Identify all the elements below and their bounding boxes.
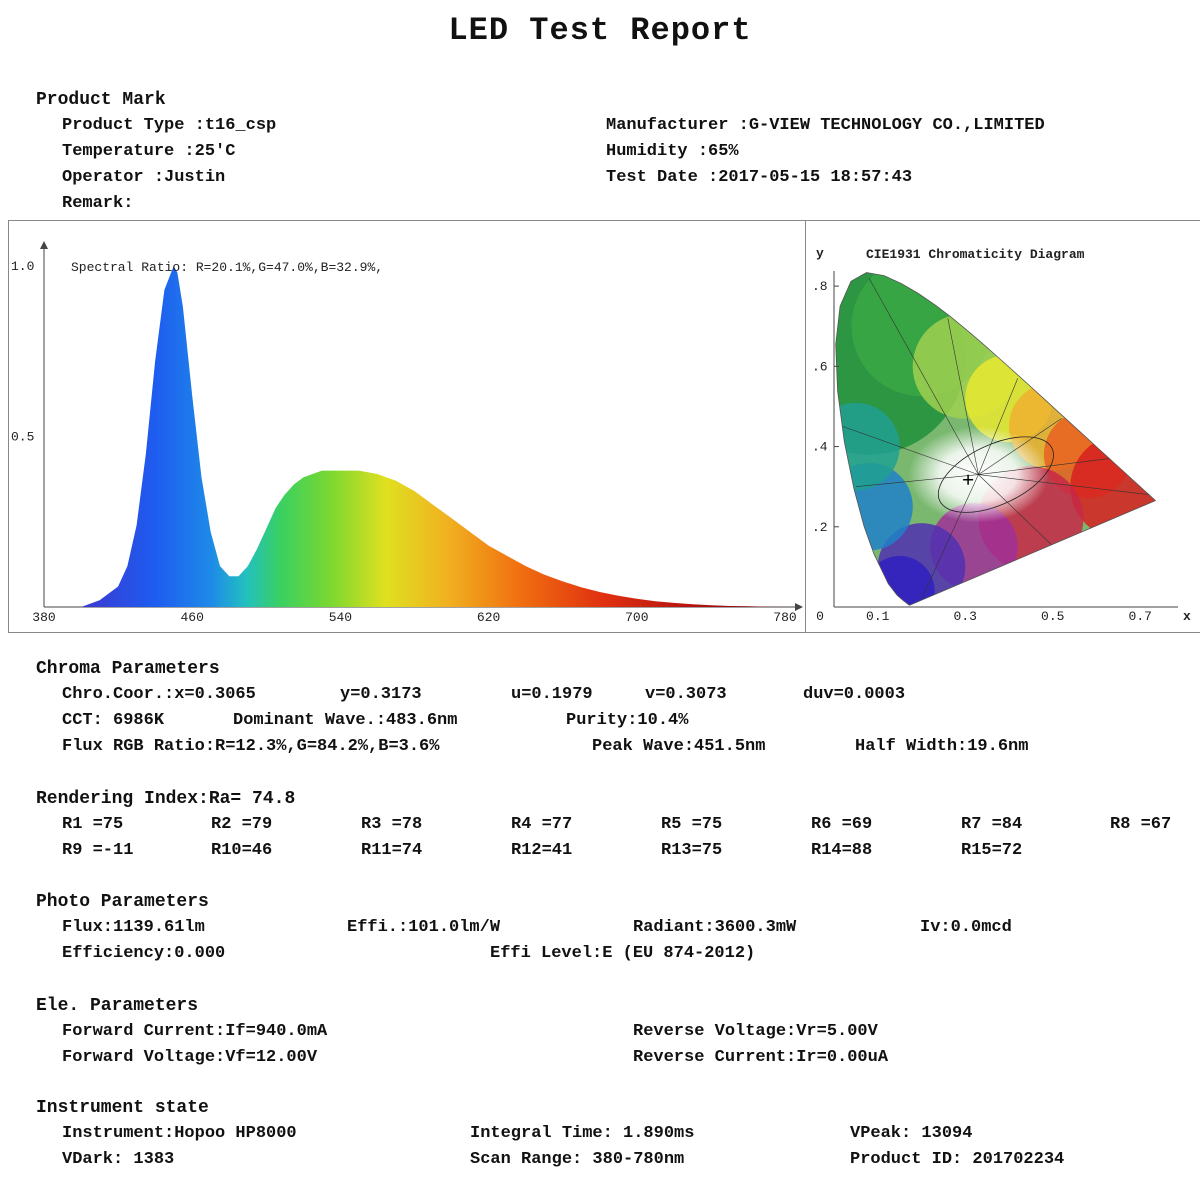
ele-reverse-voltage: Reverse Voltage:Vr=5.00V: [633, 1022, 878, 1041]
cie-region-boundary: [868, 277, 979, 475]
r12: R12=41: [511, 841, 573, 860]
manufacturer: Manufacturer :G-VIEW TECHNOLOGY CO.,LIMI…: [606, 116, 1045, 135]
spectrum-area: [44, 266, 785, 607]
photo-iv: Iv:0.0mcd: [920, 918, 1012, 937]
cie-blackbody-locus: [937, 436, 1054, 513]
cie-region-boundary: [947, 318, 979, 475]
photo-flux: Flux:1139.61lm: [62, 918, 205, 937]
cie-color-region: [835, 402, 900, 491]
ele-forward-voltage: Forward Voltage:Vf=12.00V: [62, 1048, 318, 1067]
cie-x-axis-label: x: [1183, 609, 1191, 624]
r14: R14=88: [811, 841, 873, 860]
instrument-vdark: VDark: 1383: [62, 1150, 175, 1169]
x-axis-arrow: [795, 603, 803, 611]
r11: R11=74: [361, 841, 423, 860]
r15: R15=72: [961, 841, 1023, 860]
cie-x-tick: 0.1: [866, 609, 890, 624]
photo-radiant: Radiant:3600.3mW: [633, 918, 797, 937]
r3: R3 =78: [361, 815, 423, 834]
r2: R2 =79: [211, 815, 273, 834]
chroma-peak-wave: Peak Wave:451.5nm: [592, 737, 766, 756]
chroma-purity: Purity:10.4%: [566, 711, 689, 730]
chroma-dominant-wave: Dominant Wave.:483.6nm: [233, 711, 458, 730]
report-title: LED Test Report: [448, 12, 752, 49]
spectrum-chart: 380 460 540 620 700 780 1.0 0.5 Spectral Ratio:…: [8, 220, 806, 633]
chroma-duv: duv=0.0003: [803, 685, 906, 704]
chroma-coor-x: Chro.Coor.:x=0.3065: [62, 685, 256, 704]
spectrum-y-tick: 1.0: [11, 259, 34, 274]
chroma-half-width: Half Width:19.6nm: [855, 737, 1029, 756]
cie-region-boundary: [921, 474, 979, 600]
instrument-vpeak: VPeak: 13094: [850, 1124, 973, 1143]
r9: R9 =-11: [62, 841, 134, 860]
instrument-product-id: Product ID: 201702234: [850, 1150, 1065, 1169]
cie-region-boundary: [978, 418, 1062, 475]
y-axis-arrow: [40, 241, 48, 249]
chroma-flux-rgb: Flux RGB Ratio:R=12.3%,G=84.2%,B=3.6%: [62, 737, 440, 756]
photo-heading: Photo Parameters: [36, 892, 209, 912]
photo-efficiency: Efficiency:0.000: [62, 944, 226, 963]
spectrum-x-tick: 380: [32, 610, 55, 625]
spectrum-x-tick: 540: [329, 610, 352, 625]
cie-spectral-locus: [835, 272, 1157, 606]
instrument-heading: Instrument state: [36, 1098, 209, 1118]
photo-effi-level: Effi Level:E (EU 874-2012): [490, 944, 756, 963]
test-date: Test Date :2017-05-15 18:57:43: [606, 168, 913, 187]
cie-svg: y CIE1931 Chromaticity Diagram x 0 0.1 0.3…: [812, 246, 1191, 624]
cie-region-boundary: [978, 474, 1150, 495]
cie-y-tick: .4: [812, 440, 828, 455]
cie-region-boundary: [978, 458, 1110, 475]
chroma-u: u=0.1979: [511, 685, 593, 704]
instrument-name: Instrument:Hopoo HP8000: [62, 1124, 297, 1143]
r6: R6 =69: [811, 815, 873, 834]
photo-effi: Effi.:101.0lm/W: [347, 918, 501, 937]
spectral-ratio-label: Spectral Ratio: R=20.1%,G=47.0%,B=32.9%,: [71, 260, 383, 275]
chroma-heading: Chroma Parameters: [36, 659, 220, 679]
spectrum-y-tick: 0.5: [11, 430, 34, 445]
instrument-scan-range: Scan Range: 380-780nm: [470, 1150, 685, 1169]
ele-heading: Ele. Parameters: [36, 996, 199, 1016]
r4: R4 =77: [511, 815, 573, 834]
ele-reverse-current: Reverse Current:Ir=0.00uA: [633, 1048, 889, 1067]
humidity: Humidity :65%: [606, 142, 739, 161]
cie-region-boundary: [978, 378, 1018, 475]
spectrum-x-tick: 780: [773, 610, 796, 625]
cie-title: CIE1931 Chromaticity Diagram: [866, 247, 1085, 262]
chroma-coor-y: y=0.3173: [340, 685, 422, 704]
ele-forward-current: Forward Current:If=940.0mA: [62, 1022, 328, 1041]
r7: R7 =84: [961, 815, 1023, 834]
r8: R8 =67: [1110, 815, 1172, 834]
cie-y-tick: .8: [812, 279, 828, 294]
cie-x-tick: 0.3: [954, 609, 977, 624]
chroma-v: v=0.3073: [645, 685, 727, 704]
r5: R5 =75: [661, 815, 723, 834]
cie-gamut: [835, 272, 1156, 606]
cie-y-tick: .2: [812, 520, 828, 535]
r10: R10=46: [211, 841, 273, 860]
product-mark-heading: Product Mark: [36, 90, 166, 110]
chroma-cct: CCT: 6986K: [62, 711, 165, 730]
cie-x-tick: 0: [816, 609, 824, 624]
cie-x-tick: 0.5: [1041, 609, 1064, 624]
spectrum-x-tick: 620: [477, 610, 500, 625]
cie-x-tick: 0.7: [1129, 609, 1152, 624]
cie-y-tick: .6: [812, 359, 828, 374]
r13: R13=75: [661, 841, 723, 860]
cie-y-axis-label: y: [816, 246, 824, 261]
cie-chart: y CIE1931 Chromaticity Diagram x 0 0.1 0.3…: [805, 220, 1200, 633]
spectrum-x-tick: 700: [625, 610, 648, 625]
cie-region-boundary: [855, 474, 979, 487]
temperature: Temperature :25'C: [62, 142, 236, 161]
rendering-heading: Rendering Index:Ra= 74.8: [36, 789, 296, 809]
instrument-integral-time: Integral Time: 1.890ms: [470, 1124, 695, 1143]
product-type: Product Type :t16_csp: [62, 116, 277, 135]
remark: Remark:: [62, 194, 134, 213]
r1: R1 =75: [62, 815, 124, 834]
operator: Operator :Justin: [62, 168, 226, 187]
spectrum-svg: 380 460 540 620 700 780 1.0 0.5 Spectral Ratio:…: [11, 241, 803, 625]
spectrum-x-tick: 460: [180, 610, 203, 625]
cie-color-region: [1070, 434, 1156, 540]
cie-region-boundary: [842, 426, 979, 475]
